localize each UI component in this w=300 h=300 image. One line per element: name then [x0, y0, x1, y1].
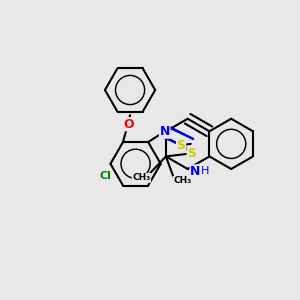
- Text: N: N: [190, 165, 200, 178]
- Text: CH₃: CH₃: [132, 173, 151, 182]
- Text: S: S: [187, 147, 196, 160]
- Text: S: S: [177, 139, 186, 152]
- Text: Cl: Cl: [100, 171, 111, 182]
- Text: H: H: [201, 167, 209, 176]
- Text: N: N: [160, 125, 170, 138]
- Text: CH₃: CH₃: [173, 176, 191, 185]
- Text: O: O: [123, 118, 134, 131]
